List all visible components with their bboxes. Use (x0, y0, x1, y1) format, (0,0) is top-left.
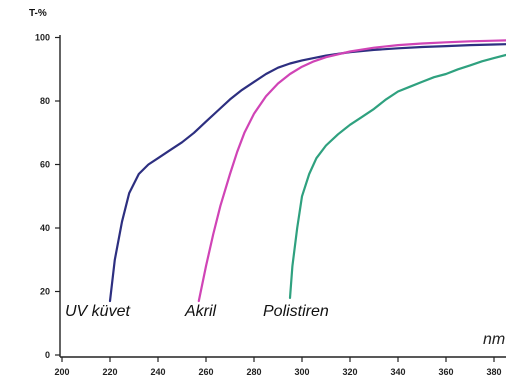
y-tick-label-60: 60 (40, 160, 50, 170)
y-ticks: 0 20 40 60 80 100 (35, 33, 60, 360)
y-tick-label-20: 20 (40, 287, 50, 297)
x-ticks: 200 220 240 260 280 300 320 340 360 380 (54, 357, 502, 377)
x-tick-label-360: 360 (438, 367, 453, 377)
y-tick-label-80: 80 (40, 96, 50, 106)
x-tick-label-280: 280 (246, 367, 261, 377)
x-tick-label-260: 260 (198, 367, 213, 377)
x-axis-label: nm (483, 331, 505, 348)
y-tick-label-40: 40 (40, 223, 50, 233)
x-tick-label-320: 320 (342, 367, 357, 377)
x-tick-label-240: 240 (150, 367, 165, 377)
y-tick-label-100: 100 (35, 33, 50, 43)
x-tick-label-300: 300 (294, 367, 309, 377)
series-label-polistiren: Polistiren (263, 303, 329, 320)
series-line-polistiren (288, 53, 506, 299)
series-group (108, 39, 506, 303)
series-line-uv-kuvet (108, 43, 506, 303)
x-tick-label-340: 340 (390, 367, 405, 377)
series-label-akril: Akril (184, 303, 217, 320)
y-tick-label-0: 0 (45, 350, 50, 360)
x-tick-label-380: 380 (486, 367, 501, 377)
y-axis-label: T-% (29, 8, 47, 19)
x-tick-label-220: 220 (102, 367, 117, 377)
series-line-akril (197, 39, 506, 303)
series-label-uv-kuvet: UV küvet (65, 303, 130, 320)
x-tick-label-200: 200 (54, 367, 69, 377)
